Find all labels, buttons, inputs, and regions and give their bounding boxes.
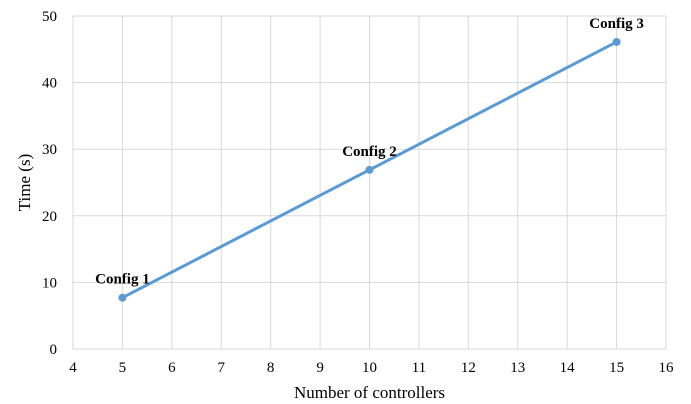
x-tick-label: 9 xyxy=(316,360,324,376)
x-tick-labels: 4 5 6 7 8 9 10 11 12 13 14 15 16 xyxy=(69,360,674,376)
grid xyxy=(72,15,667,350)
y-tick-label: 40 xyxy=(42,76,57,92)
data-point xyxy=(365,165,374,174)
y-tick-label: 20 xyxy=(42,209,57,225)
x-tick-label: 16 xyxy=(659,360,675,376)
x-tick-label: 10 xyxy=(362,360,377,376)
data-point-label: Config 1 xyxy=(95,272,150,288)
x-tick-label: 11 xyxy=(412,360,426,376)
x-tick-label: 12 xyxy=(461,360,476,376)
x-tick-label: 7 xyxy=(218,360,226,376)
x-tick-label: 8 xyxy=(267,360,275,376)
x-tick-label: 13 xyxy=(510,360,525,376)
data-point xyxy=(118,293,127,302)
x-axis-title: Number of controllers xyxy=(294,383,445,402)
x-tick-label: 6 xyxy=(168,360,176,376)
data-point-label: Config 2 xyxy=(342,144,397,160)
x-tick-label: 5 xyxy=(119,360,127,376)
y-tick-labels: 0 10 20 30 40 50 xyxy=(42,9,57,358)
series: Config 1 Config 2 Config 3 xyxy=(95,16,644,302)
y-tick-label: 0 xyxy=(50,342,58,358)
x-tick-label: 14 xyxy=(560,360,576,376)
data-point xyxy=(612,37,621,46)
x-tick-label: 15 xyxy=(609,360,624,376)
y-axis-title: Time (s) xyxy=(15,154,34,211)
y-tick-label: 30 xyxy=(42,142,57,158)
y-tick-label: 50 xyxy=(42,9,57,25)
data-point-label: Config 3 xyxy=(589,16,644,32)
x-tick-label: 4 xyxy=(69,360,77,376)
y-tick-label: 10 xyxy=(42,275,57,291)
